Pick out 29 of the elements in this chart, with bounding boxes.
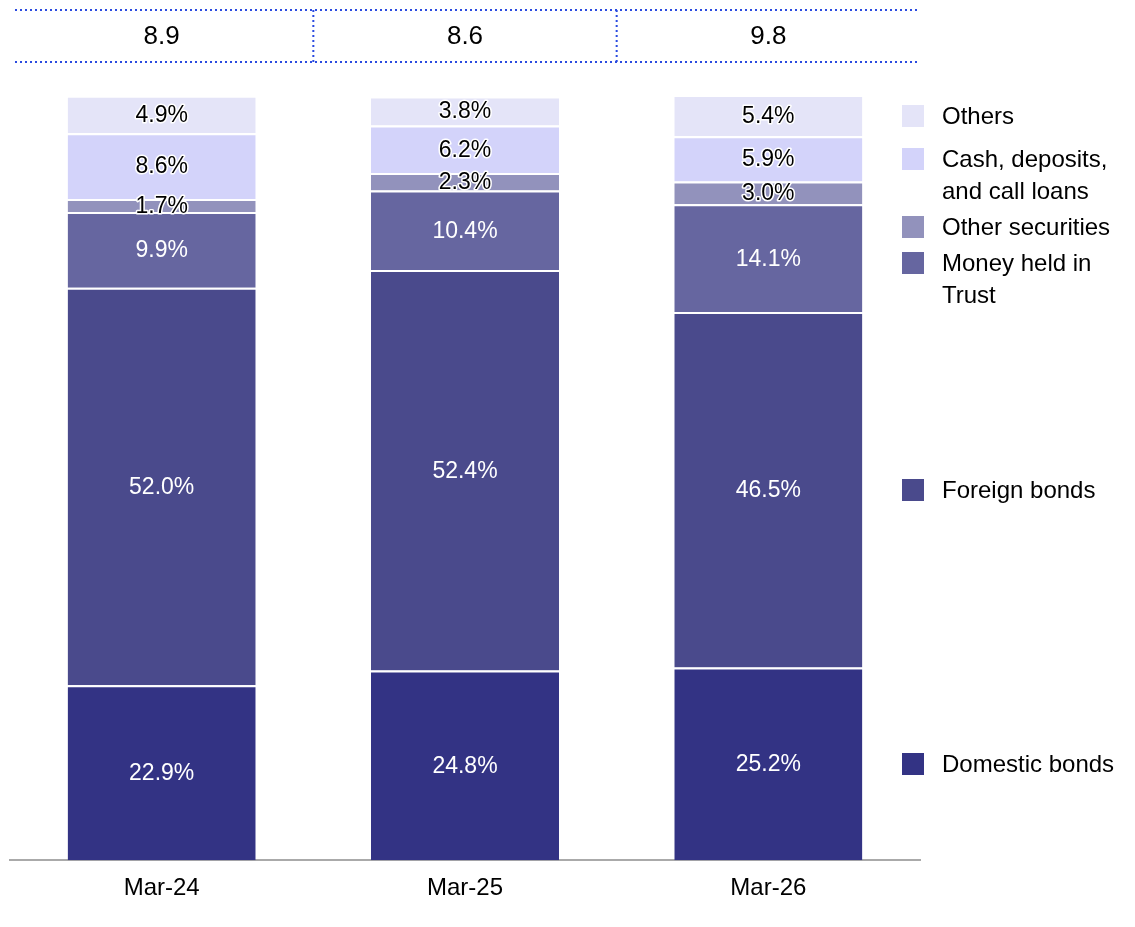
x-tick-label: Mar-24 — [123, 873, 200, 901]
data-label: 3.8% — [438, 97, 492, 124]
legend-label: Others — [942, 100, 1015, 131]
data-label: 3.0% — [742, 179, 795, 206]
data-label: 46.5% — [735, 476, 801, 503]
data-label: 2.3% — [438, 168, 492, 195]
data-label: 24.8% — [432, 751, 498, 778]
legend-label: Cash, deposits, and call loans — [942, 143, 1109, 206]
data-label: 5.9% — [742, 145, 795, 172]
legend-label: Domestic bonds — [942, 748, 1115, 779]
x-tick-label: Mar-25 — [426, 873, 504, 901]
data-label: 5.4% — [742, 101, 795, 128]
data-label: 25.2% — [735, 750, 801, 777]
data-label: 10.4% — [432, 216, 498, 243]
legend-label: Other securities — [942, 211, 1111, 242]
legend-label: Foreign bonds — [942, 474, 1096, 505]
data-label: 14.1% — [735, 244, 801, 271]
text: 8.9 — [143, 20, 180, 51]
text: 8.6 — [446, 20, 484, 51]
x-tick-label: Mar-26 — [730, 873, 807, 901]
data-label: 22.9% — [129, 759, 195, 786]
legend-label: Money held in Trust — [942, 247, 1093, 310]
text: 9.8 — [750, 20, 787, 51]
data-label: 52.0% — [129, 472, 195, 499]
data-label: 4.9% — [135, 100, 188, 127]
data-label: 8.6% — [135, 152, 188, 179]
data-label: 6.2% — [438, 135, 492, 162]
data-label: 9.9% — [135, 236, 188, 263]
data-label: 52.4% — [432, 456, 498, 483]
